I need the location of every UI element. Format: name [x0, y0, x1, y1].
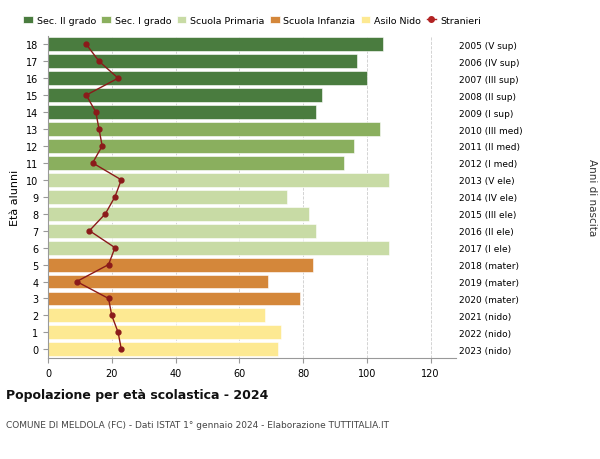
Bar — [48, 174, 389, 187]
Text: Anni di nascita: Anni di nascita — [587, 159, 597, 236]
Bar — [48, 106, 316, 120]
Bar — [48, 224, 316, 238]
Bar — [48, 190, 287, 204]
Bar — [48, 241, 389, 255]
Text: Popolazione per età scolastica - 2024: Popolazione per età scolastica - 2024 — [6, 388, 268, 401]
Bar — [48, 123, 380, 137]
Bar — [48, 55, 357, 69]
Bar — [48, 258, 313, 272]
Bar — [48, 140, 354, 154]
Bar — [48, 157, 344, 170]
Text: COMUNE DI MELDOLA (FC) - Dati ISTAT 1° gennaio 2024 - Elaborazione TUTTITALIA.IT: COMUNE DI MELDOLA (FC) - Dati ISTAT 1° g… — [6, 420, 389, 429]
Bar — [48, 292, 300, 306]
Bar — [48, 72, 367, 86]
Bar — [48, 275, 268, 289]
Bar — [48, 309, 265, 323]
Bar — [48, 38, 383, 52]
Legend: Sec. II grado, Sec. I grado, Scuola Primaria, Scuola Infanzia, Asilo Nido, Stran: Sec. II grado, Sec. I grado, Scuola Prim… — [23, 17, 481, 26]
Bar — [48, 326, 281, 340]
Bar — [48, 342, 277, 357]
Y-axis label: Età alunni: Età alunni — [10, 169, 20, 225]
Bar — [48, 89, 322, 103]
Bar — [48, 207, 310, 221]
